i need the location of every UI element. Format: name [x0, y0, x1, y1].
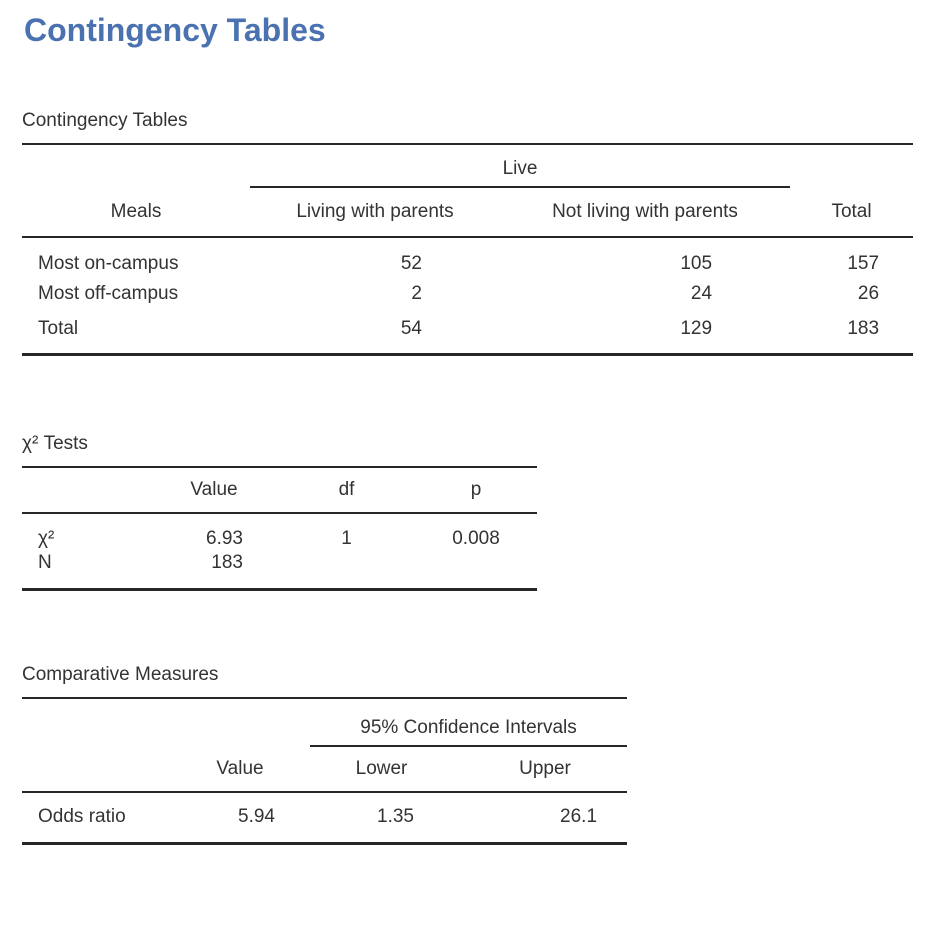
- empty-cell: [790, 144, 913, 188]
- table-cell: 183: [211, 552, 243, 574]
- row-label: Odds ratio: [38, 805, 126, 827]
- header-row: Value df p: [22, 467, 537, 514]
- comparative-section-title: Comparative Measures: [22, 663, 219, 685]
- table-cell: 2: [411, 283, 422, 304]
- table-cell: 26: [857, 283, 880, 304]
- row-label: Most off-campus: [38, 283, 179, 304]
- comparative-measures-table: 95% Confidence Intervals Value Lower Upp…: [22, 696, 628, 845]
- analysis-title: Contingency Tables: [24, 12, 326, 48]
- live-spanner-cell: Live: [250, 144, 791, 188]
- column-header-not-living-with-parents: Not living with parents: [500, 188, 791, 238]
- table-cell: 183: [847, 318, 880, 339]
- table-row: Odds ratio 5.94 1.35 26.1: [22, 792, 627, 844]
- total-row: Total 54 129 183: [22, 313, 913, 355]
- spanner-row: 95% Confidence Intervals: [22, 698, 628, 747]
- empty-cell: [22, 467, 150, 514]
- results-pane: Contingency Tables Contingency Tables Li…: [0, 12, 932, 845]
- table-cell: 105: [680, 253, 713, 274]
- table-row: N 183: [22, 551, 537, 589]
- empty-cell: [180, 698, 300, 747]
- column-header-lower: Lower: [300, 746, 463, 793]
- contingency-table: Live Meals Living with parents Not livin…: [22, 143, 914, 356]
- header-row: Meals Living with parents Not living wit…: [22, 188, 914, 238]
- confidence-interval-spanner-label: 95% Confidence Intervals: [310, 717, 628, 747]
- table-cell: 1.35: [377, 805, 414, 827]
- table-row: χ² 6.93 1 0.008: [22, 513, 537, 551]
- table-cell: 5.94: [238, 805, 275, 827]
- column-header-value: Value: [150, 467, 278, 514]
- column-header-total: Total: [790, 188, 914, 238]
- column-header-upper: Upper: [463, 746, 628, 793]
- spanner-row: Live: [22, 144, 913, 188]
- row-label: Most on-campus: [38, 253, 179, 274]
- table-cell: 157: [847, 253, 880, 274]
- row-label: χ²: [38, 528, 55, 549]
- column-header-df: df: [278, 467, 415, 514]
- empty-cell: [22, 144, 250, 188]
- chi-square-section-title: χ² Tests: [22, 433, 88, 454]
- live-spanner-label: Live: [250, 158, 791, 188]
- table-cell: 129: [680, 318, 713, 339]
- contingency-section-title: Contingency Tables: [22, 110, 188, 131]
- table-cell: 54: [400, 318, 422, 339]
- chi-square-table: Value df p χ² 6.93 1 0.008 N 183: [22, 466, 537, 591]
- table-row: Most on-campus 52 105 157: [22, 237, 913, 275]
- table-row: Most off-campus 2 24 26: [22, 275, 913, 313]
- column-header-meals: Meals: [22, 188, 250, 238]
- column-header-living-with-parents: Living with parents: [250, 188, 500, 238]
- empty-cell: [22, 746, 180, 793]
- column-header-p: p: [415, 467, 537, 514]
- row-label: N: [38, 552, 52, 574]
- confidence-interval-spanner-cell: 95% Confidence Intervals: [300, 698, 628, 747]
- table-cell: 52: [400, 253, 422, 274]
- table-cell: 24: [690, 283, 713, 304]
- table-cell: [278, 551, 415, 589]
- table-cell: [415, 551, 537, 589]
- table-cell: 0.008: [452, 528, 500, 549]
- empty-cell: [22, 698, 180, 747]
- column-header-value: Value: [180, 746, 300, 793]
- table-cell: 1: [341, 528, 352, 549]
- table-cell: 26.1: [560, 805, 598, 827]
- header-row: Value Lower Upper: [22, 746, 628, 793]
- row-label: Total: [38, 318, 79, 339]
- table-cell: 6.93: [206, 528, 243, 549]
